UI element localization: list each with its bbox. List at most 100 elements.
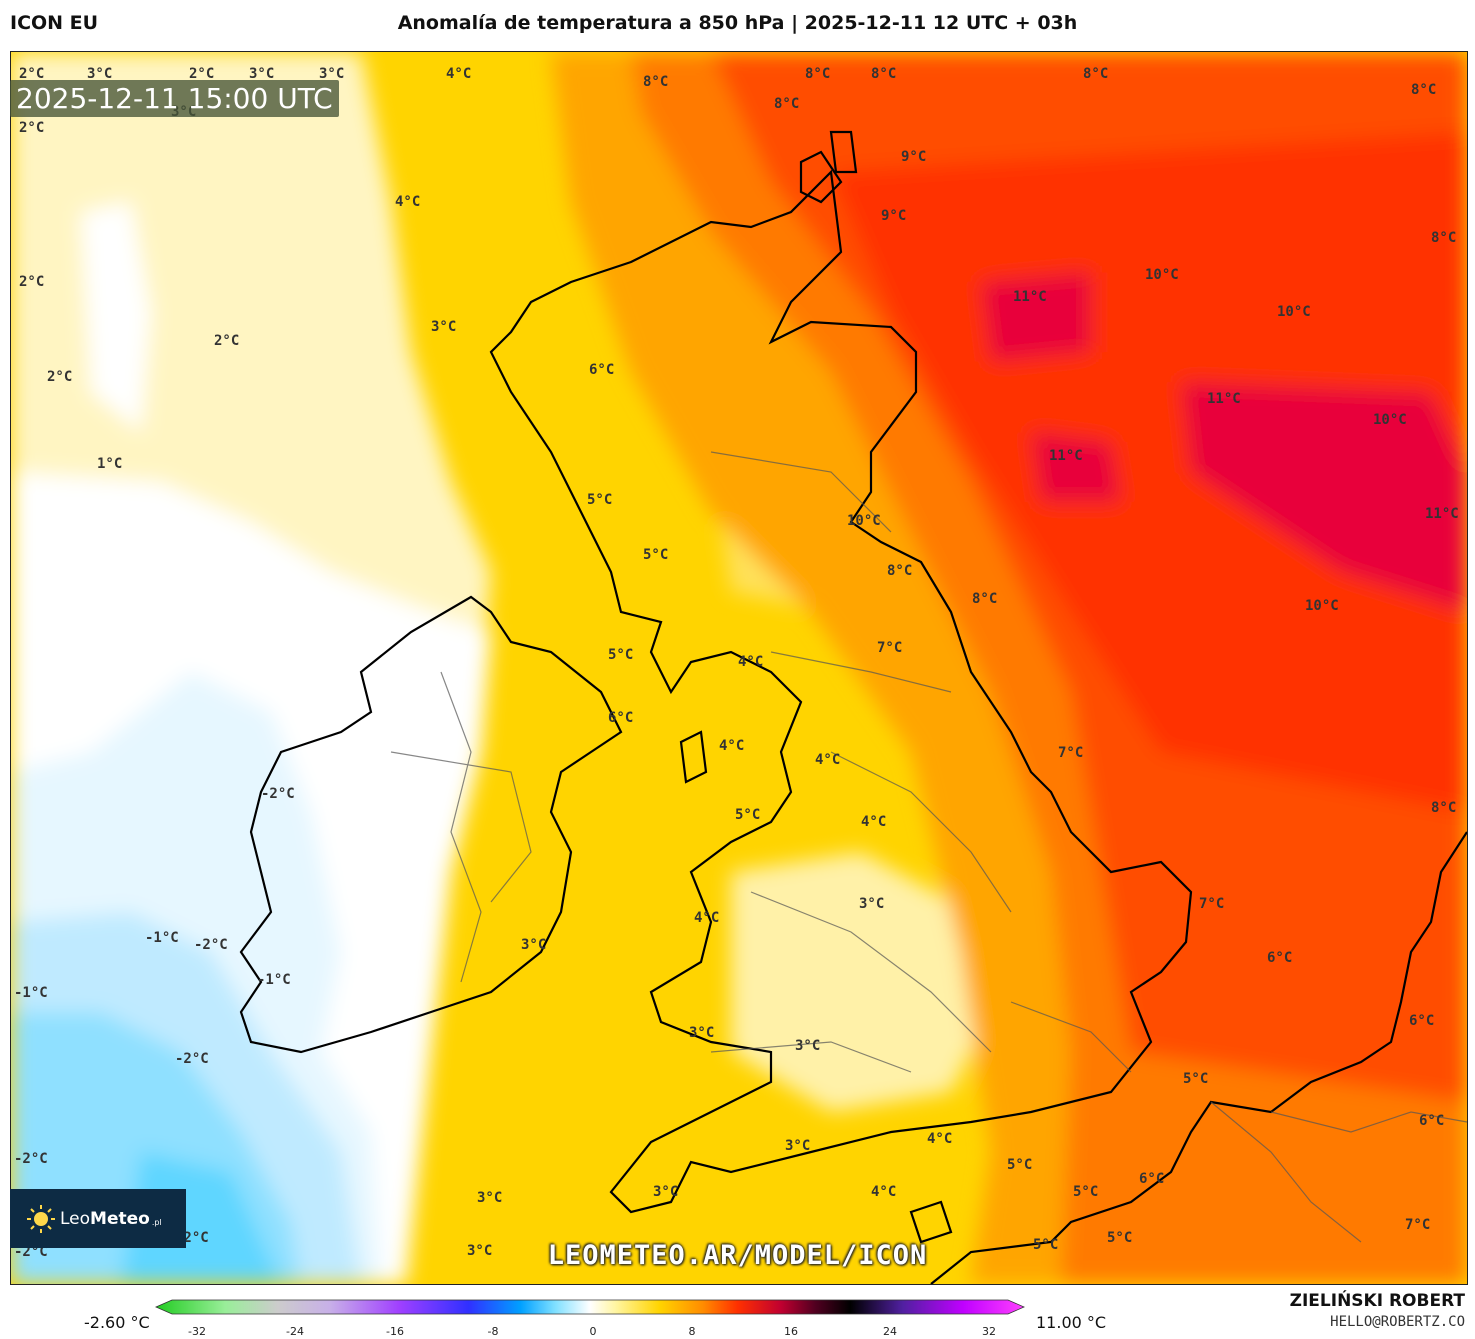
temp-label: 3°C xyxy=(785,1138,810,1154)
temp-label: 4°C xyxy=(395,194,420,210)
temp-label: 10°C xyxy=(1277,304,1311,320)
colorbar-max-label: 11.00 °C xyxy=(1036,1313,1107,1332)
temp-label: 4°C xyxy=(738,654,763,670)
temperature-field xyxy=(11,52,1467,1284)
temp-label: 3°C xyxy=(477,1190,502,1206)
temp-label: 4°C xyxy=(694,910,719,926)
temp-label: 8°C xyxy=(805,66,830,82)
colorbar-tick: 8 xyxy=(689,1325,696,1338)
author-email[interactable]: HELLO@ROBERTZ.CO xyxy=(1330,1314,1465,1330)
temp-label: -2°C xyxy=(14,1244,48,1260)
temp-label: 8°C xyxy=(871,66,896,82)
temp-label: 7°C xyxy=(1058,745,1083,761)
temp-label: 11°C xyxy=(1049,448,1083,464)
temp-label: 10°C xyxy=(1305,598,1339,614)
temp-label: 3°C xyxy=(795,1038,820,1054)
author-name: ZIELIŃSKI ROBERT xyxy=(1289,1291,1465,1311)
colorbar-tick: 24 xyxy=(883,1325,897,1338)
temp-label: 10°C xyxy=(1145,267,1179,283)
coastlines xyxy=(239,130,1467,1284)
temp-label: 11°C xyxy=(1425,506,1459,522)
temp-label: 2°C xyxy=(214,333,239,349)
temp-label: 8°C xyxy=(1411,82,1436,98)
temp-label: -2°C xyxy=(261,786,295,802)
colorbar-tick: -24 xyxy=(286,1325,304,1338)
temp-label: -2°C xyxy=(14,1151,48,1167)
temp-label: 4°C xyxy=(815,752,840,768)
temp-label: 3°C xyxy=(87,66,112,82)
temp-label: 7°C xyxy=(877,640,902,656)
logo-brand: Meteo xyxy=(90,1208,150,1229)
colorbar: -32 -24 -16 -8 0 8 16 24 32 xyxy=(155,1299,1025,1338)
temperature-anomaly-map[interactable]: 2°C 3°C 2°C 3°C 3°C 4°C 8°C 8°C 8°C 8°C … xyxy=(10,51,1468,1285)
temp-label: 3°C xyxy=(249,66,274,82)
temp-label: 8°C xyxy=(887,563,912,579)
temp-label: 5°C xyxy=(1183,1071,1208,1087)
colorbar-tick: 32 xyxy=(982,1325,996,1338)
leometeo-logo[interactable]: Leo Meteo .pl xyxy=(10,1189,186,1248)
temp-label: 5°C xyxy=(1107,1230,1132,1246)
temp-label: 2°C xyxy=(19,274,44,290)
temp-label: 5°C xyxy=(587,492,612,508)
temp-label: 3°C xyxy=(689,1025,714,1041)
valid-time-badge: 2025-12-11 15:00 UTC xyxy=(10,80,339,117)
temp-label: 3°C xyxy=(319,66,344,82)
temp-label: 8°C xyxy=(1083,66,1108,82)
colorbar-tick: -32 xyxy=(188,1325,206,1338)
chart-title: Anomalía de temperatura a 850 hPa | 2025… xyxy=(397,12,1078,34)
temp-label: 4°C xyxy=(871,1184,896,1200)
temp-label: 3°C xyxy=(431,319,456,335)
temp-label: 6°C xyxy=(1419,1113,1444,1129)
temp-label: -1°C xyxy=(257,972,291,988)
temp-label: 8°C xyxy=(774,96,799,112)
temp-label: 3°C xyxy=(521,937,546,953)
temp-label: 5°C xyxy=(1007,1157,1032,1173)
colorbar-tick: 16 xyxy=(784,1325,798,1338)
temp-label: -1°C xyxy=(14,985,48,1001)
temp-label: 9°C xyxy=(881,208,906,224)
temp-label: 5°C xyxy=(1033,1237,1058,1253)
temp-label: 6°C xyxy=(608,710,633,726)
temp-label: 6°C xyxy=(1409,1013,1434,1029)
temp-label: 4°C xyxy=(861,814,886,830)
temp-label: 3°C xyxy=(859,896,884,912)
temp-label: 9°C xyxy=(901,149,926,165)
temp-label: 2°C xyxy=(19,66,44,82)
sun-icon xyxy=(27,1204,55,1233)
temp-label: 4°C xyxy=(719,738,744,754)
temp-label: 4°C xyxy=(927,1131,952,1147)
temp-label: 5°C xyxy=(735,807,760,823)
region-borders xyxy=(390,451,1467,1243)
temp-label: 1°C xyxy=(97,456,122,472)
temperature-labels: 2°C 3°C 2°C 3°C 3°C 4°C 8°C 8°C 8°C 8°C … xyxy=(14,66,1459,1260)
temp-label: 8°C xyxy=(643,74,668,90)
temp-label: 8°C xyxy=(1431,230,1456,246)
model-name: ICON EU xyxy=(10,12,99,34)
temp-label: -2°C xyxy=(194,937,228,953)
temp-label: 7°C xyxy=(1199,896,1224,912)
temp-label: 3°C xyxy=(467,1243,492,1259)
logo-suffix: .pl xyxy=(151,1218,162,1227)
temp-label: -2°C xyxy=(175,1051,209,1067)
logo-prefix: Leo xyxy=(60,1208,91,1229)
colorbar-tick: -16 xyxy=(386,1325,404,1338)
temp-label: 2°C xyxy=(189,66,214,82)
temp-label: -1°C xyxy=(145,930,179,946)
temp-label: 3°C xyxy=(653,1184,678,1200)
temp-label: 2°C xyxy=(47,369,72,385)
temp-label: 5°C xyxy=(608,647,633,663)
temp-label: 2°C xyxy=(19,120,44,136)
colorbar-tick: 0 xyxy=(590,1325,597,1338)
temp-label: 5°C xyxy=(643,547,668,563)
temp-label: 11°C xyxy=(1013,289,1047,305)
temp-label: 6°C xyxy=(589,362,614,378)
watermark-url: LEOMETEO.AR/MODEL/ICON xyxy=(547,1240,928,1271)
temp-label: 8°C xyxy=(1431,800,1456,816)
colorbar-tick: -8 xyxy=(488,1325,499,1338)
temp-label: 7°C xyxy=(1405,1217,1430,1233)
temp-label: 6°C xyxy=(1139,1171,1164,1187)
temp-label: 10°C xyxy=(847,513,881,529)
temp-label: 5°C xyxy=(1073,1184,1098,1200)
temp-label: 11°C xyxy=(1207,391,1241,407)
temp-label: 8°C xyxy=(972,591,997,607)
